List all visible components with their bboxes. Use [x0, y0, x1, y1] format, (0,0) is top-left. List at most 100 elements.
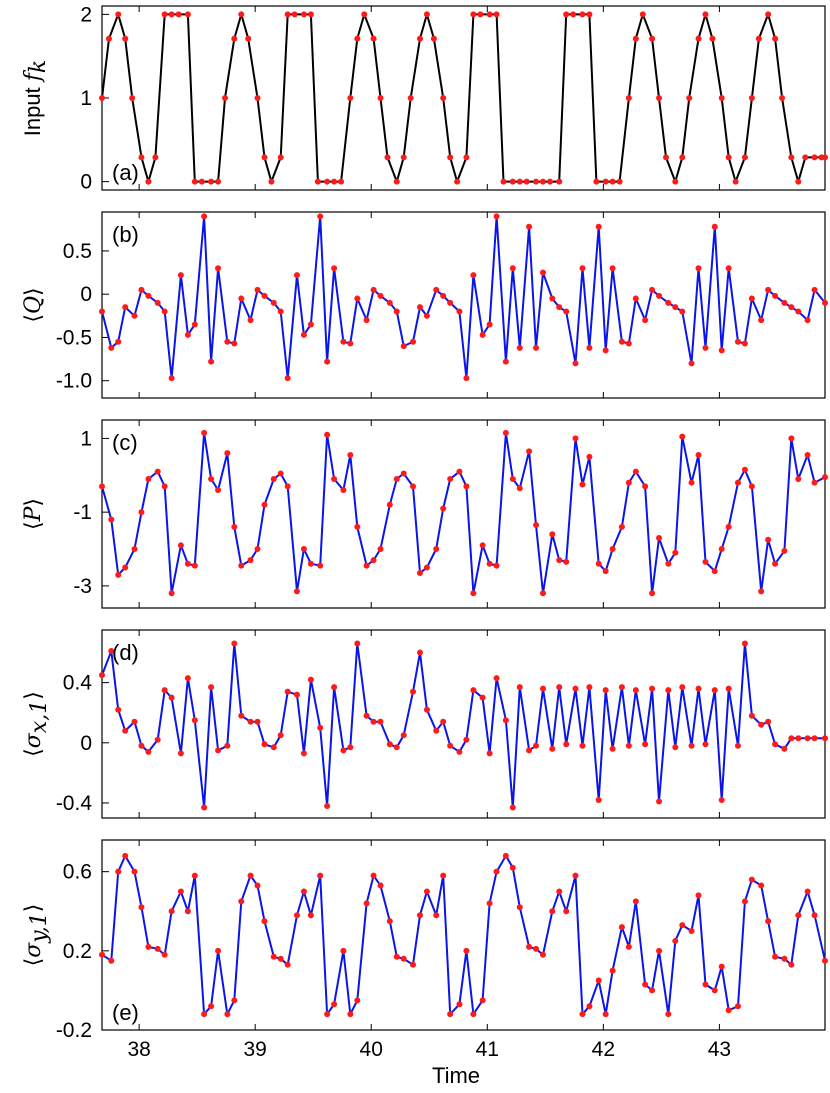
data-point	[546, 178, 553, 185]
data-point	[822, 735, 828, 742]
data-point	[363, 562, 370, 569]
data-point	[184, 675, 191, 682]
data-point	[377, 546, 384, 553]
data-point	[393, 953, 400, 960]
data-point	[410, 688, 417, 695]
data-point	[463, 736, 470, 743]
data-point	[602, 568, 609, 575]
data-point	[556, 557, 563, 564]
data-point	[509, 265, 516, 272]
data-point	[324, 1011, 331, 1018]
data-point	[788, 735, 795, 742]
data-point	[293, 912, 300, 919]
y-tick-label: 0.6	[63, 861, 92, 884]
data-point	[247, 718, 254, 725]
data-point	[331, 684, 338, 691]
data-point	[711, 223, 718, 230]
data-point	[261, 501, 268, 508]
data-point	[138, 904, 145, 911]
data-point	[556, 178, 563, 185]
data-point	[238, 295, 245, 302]
data-point	[393, 475, 400, 482]
data-point	[556, 304, 563, 311]
data-point	[516, 344, 523, 351]
data-point	[324, 802, 331, 809]
data-point	[772, 560, 779, 567]
data-point	[741, 640, 748, 647]
data-point	[231, 640, 238, 647]
data-point	[254, 882, 261, 889]
data-point	[718, 95, 725, 101]
data-point	[493, 213, 500, 220]
plot-frame	[101, 419, 826, 609]
y-tick-label: -3	[73, 575, 92, 598]
data-point	[470, 687, 477, 694]
y-tick-label: 0.5	[63, 240, 92, 263]
data-point	[822, 957, 828, 964]
data-point	[516, 684, 523, 691]
data-point	[254, 95, 261, 101]
data-point	[138, 742, 145, 749]
data-point	[679, 433, 686, 440]
data-point	[277, 308, 284, 315]
data-point	[447, 475, 454, 482]
data-point	[486, 321, 493, 328]
data-point	[129, 95, 136, 101]
data-point	[765, 11, 772, 18]
data-point	[99, 672, 105, 679]
data-point	[822, 299, 828, 306]
data-point	[788, 961, 795, 968]
data-point	[416, 304, 423, 311]
data-point	[384, 154, 391, 161]
panel-label: (b)	[112, 222, 139, 247]
data-point	[549, 295, 556, 302]
data-point	[734, 479, 741, 486]
data-point	[695, 892, 702, 899]
data-point	[632, 295, 639, 302]
data-point	[363, 712, 370, 719]
data-point	[254, 546, 261, 553]
data-point	[201, 804, 208, 811]
data-point	[300, 546, 307, 553]
data-point	[470, 590, 477, 597]
data-point	[247, 872, 254, 879]
data-point	[609, 967, 616, 974]
x-tick-label: 40	[360, 1038, 383, 1061]
data-point	[168, 375, 175, 382]
data-point	[168, 590, 175, 597]
data-point	[758, 317, 765, 324]
x-tick-label: 42	[592, 1038, 615, 1061]
data-point	[184, 11, 191, 18]
data-point	[725, 685, 732, 692]
x-tick-label: 38	[127, 1038, 150, 1061]
data-point	[108, 516, 115, 523]
data-point	[672, 937, 679, 944]
data-point	[625, 340, 632, 347]
data-point	[215, 747, 222, 754]
data-point	[138, 286, 145, 293]
data-point	[440, 718, 447, 725]
data-point	[154, 736, 161, 743]
panel-b: 0.5 0 -0.5 -1.0 (b) ⟨Q⟩	[21, 211, 828, 399]
data-point	[702, 344, 709, 351]
data-point	[572, 872, 579, 879]
data-point	[386, 918, 393, 925]
data-point	[781, 299, 788, 306]
data-point	[300, 888, 307, 895]
data-point	[105, 35, 112, 42]
data-point	[340, 487, 347, 494]
data-point	[765, 536, 772, 543]
data-point	[656, 534, 663, 541]
data-point	[99, 308, 105, 315]
data-point	[370, 557, 377, 564]
data-point	[284, 688, 291, 695]
data-point	[718, 347, 725, 354]
y-tick-label: 0.4	[63, 672, 93, 695]
data-point	[672, 744, 679, 751]
data-point	[595, 977, 602, 984]
data-point	[191, 872, 198, 879]
data-point	[416, 569, 423, 576]
data-point	[331, 265, 338, 272]
data-point	[347, 452, 354, 459]
data-point	[642, 317, 649, 324]
